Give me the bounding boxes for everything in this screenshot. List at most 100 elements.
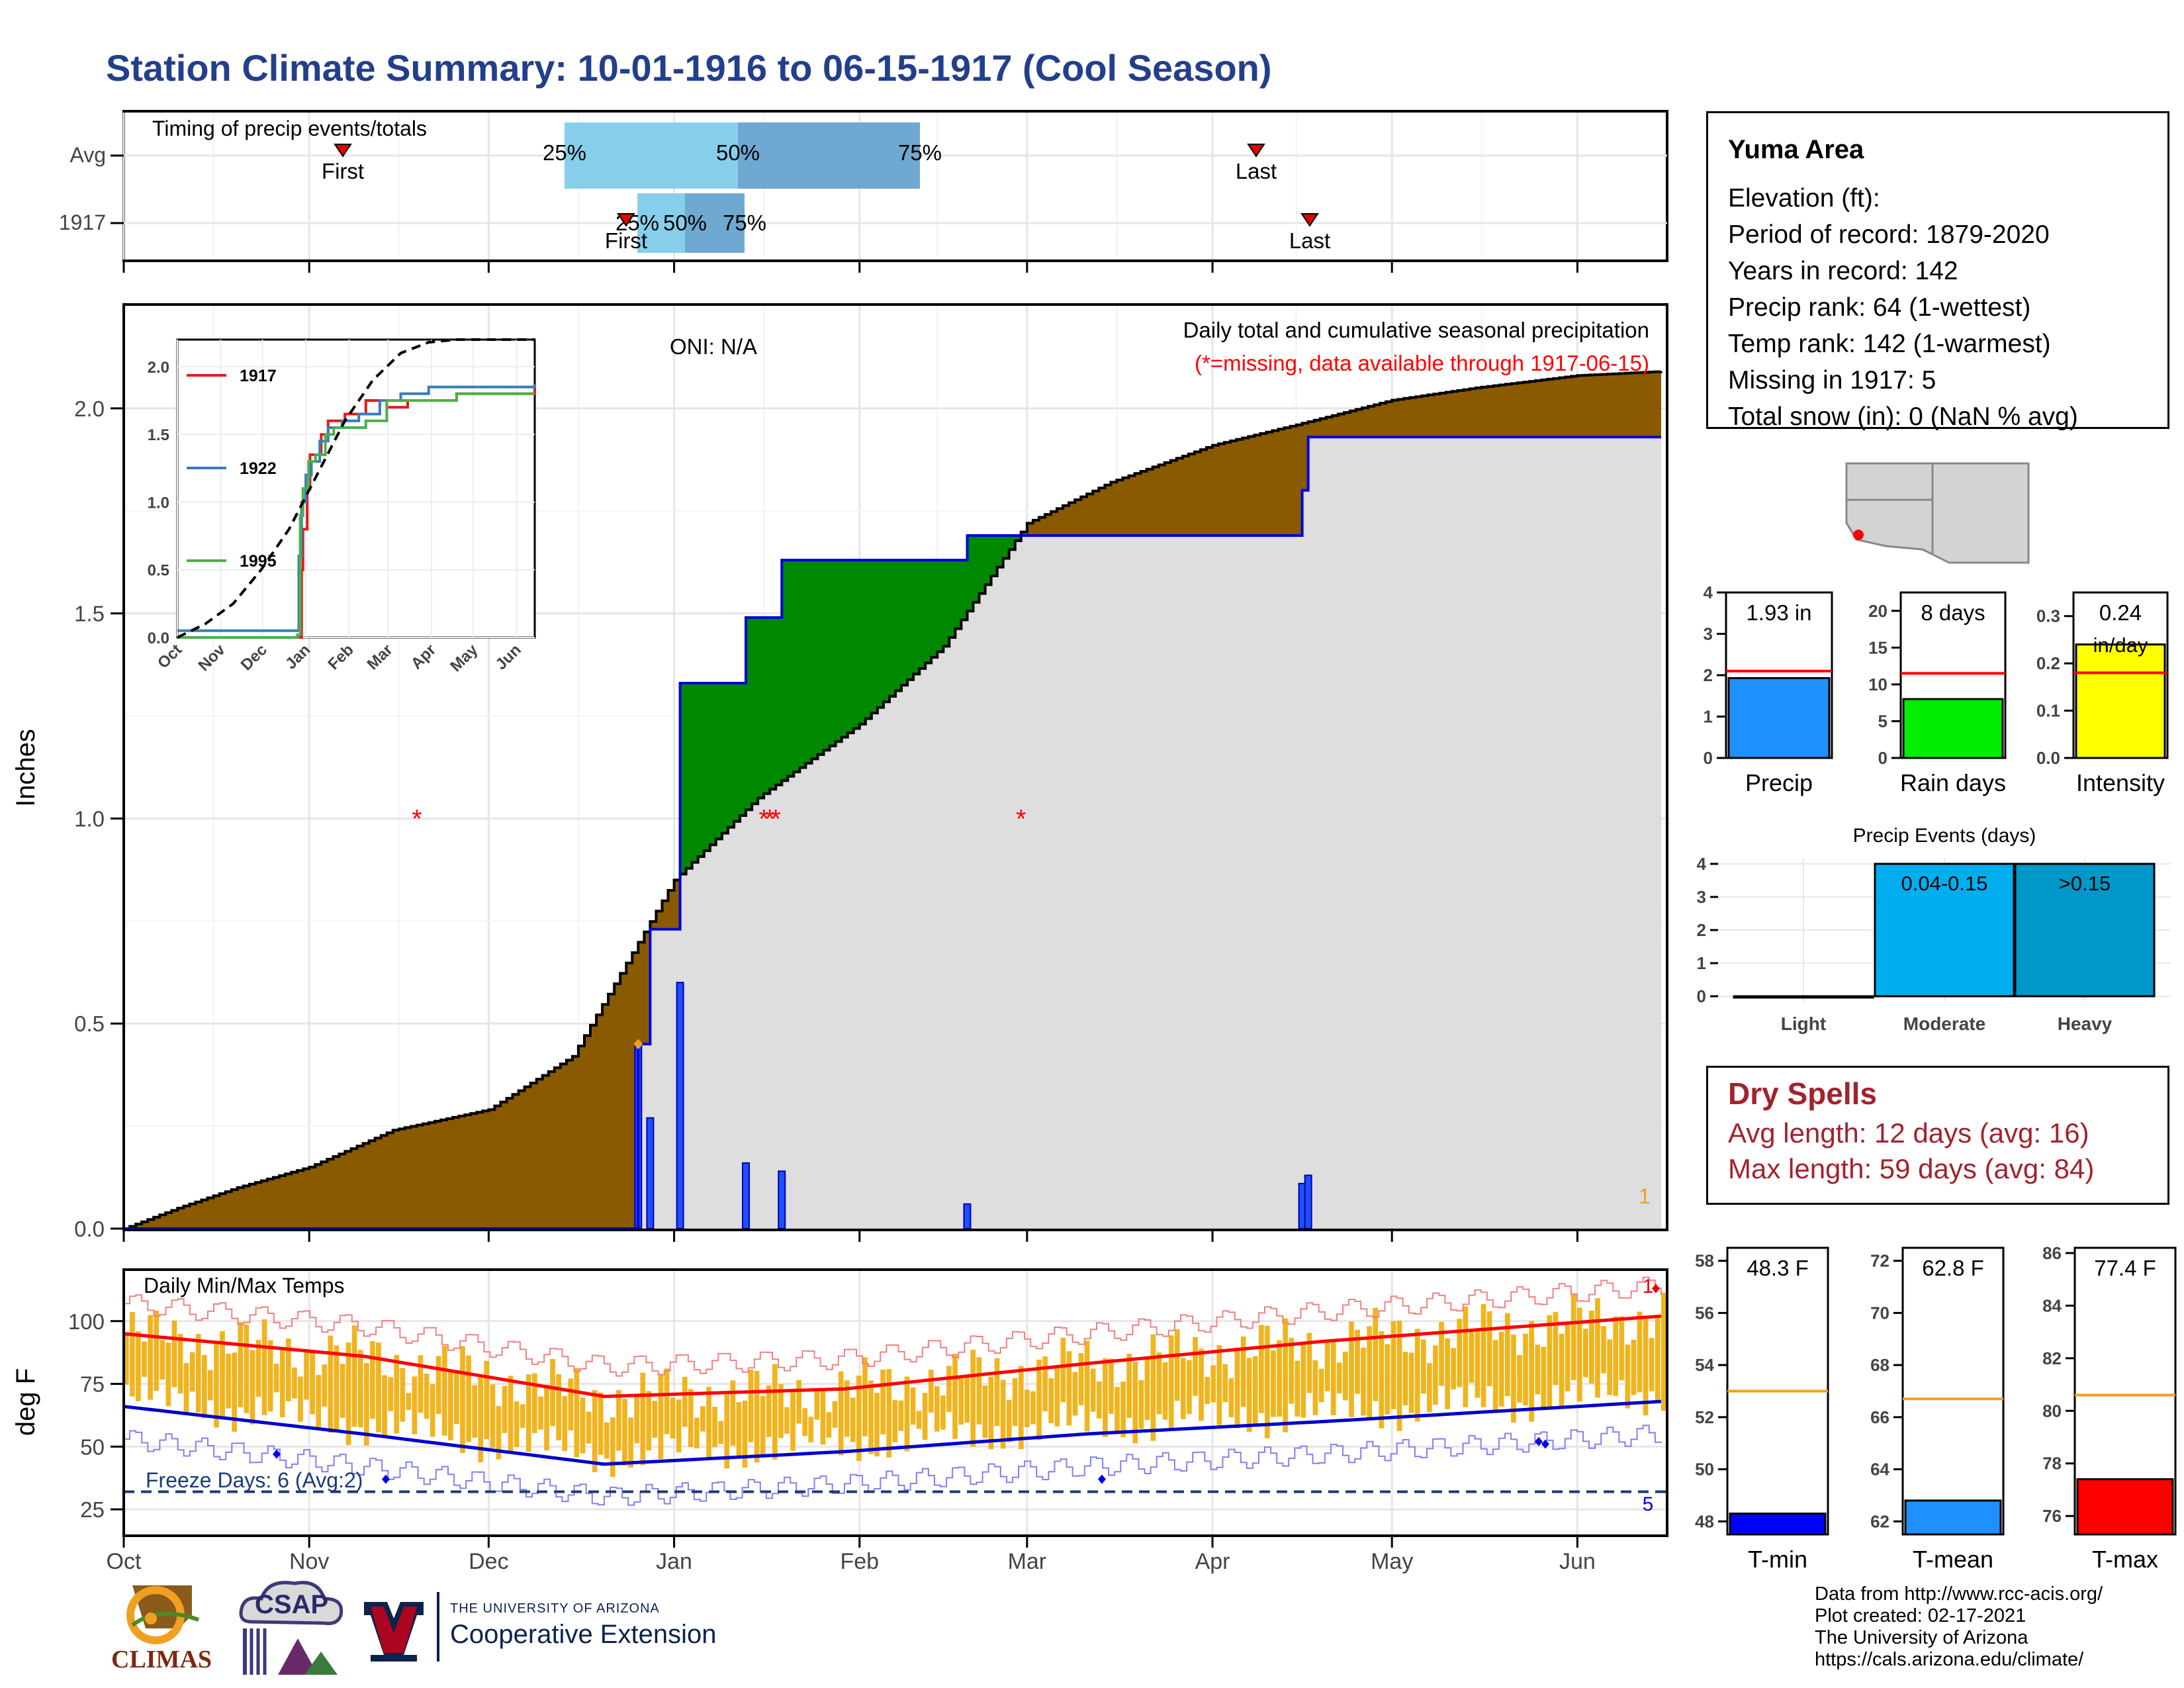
daily-temp-bar xyxy=(1054,1365,1060,1427)
daily-temp-bar xyxy=(1174,1329,1180,1401)
station-line-snow: Total snow (in): 0 (NaN % avg) xyxy=(1728,402,2078,431)
daily-temp-bar xyxy=(388,1377,393,1411)
daily-temp-bar xyxy=(748,1370,754,1442)
max-count-label: 1 xyxy=(1639,1184,1651,1208)
temp-bar-1-tick-label: 64 xyxy=(1870,1460,1889,1479)
daily-temp-bar xyxy=(1156,1352,1162,1415)
temp-bar-0-tick-label: 54 xyxy=(1695,1355,1714,1375)
daily-temp-bar xyxy=(1078,1353,1084,1405)
daily-temp-bar xyxy=(1390,1321,1396,1409)
daily-temp-bar xyxy=(718,1421,723,1444)
ua-cooperative-extension-logo: THE UNIVERSITY OF ARIZONA Cooperative Ex… xyxy=(357,1592,754,1665)
temp-bar-0-tick-label: 48 xyxy=(1695,1511,1714,1531)
daily-temp-bar xyxy=(1565,1321,1570,1391)
daily-temp-bar xyxy=(934,1386,940,1432)
avg-min-temp-line xyxy=(123,1399,1662,1466)
daily-temp-bar xyxy=(1271,1350,1276,1417)
avg-max-temp-line xyxy=(123,1314,1662,1399)
daily-temp-bar xyxy=(1661,1292,1666,1411)
credit-line: Plot created: 02-17-2021 xyxy=(1815,1605,2026,1626)
daily-temp-bar xyxy=(448,1371,453,1440)
first-event-marker xyxy=(633,1039,643,1050)
precip-events-bar-label: >0.15 xyxy=(2059,872,2111,895)
daily-temp-bar xyxy=(382,1375,387,1436)
freeze-days-label: Freeze Days: 6 (Avg:2) xyxy=(146,1468,363,1492)
daily-temp-bar xyxy=(232,1352,237,1432)
timing-1917-first-label: First xyxy=(605,228,647,253)
daily-temp-bar xyxy=(292,1367,297,1399)
timing-1917-box-25-50 xyxy=(637,193,685,253)
daily-temp-bar xyxy=(1367,1326,1372,1419)
daily-temp-bar xyxy=(1421,1339,1426,1394)
daily-temp-bar xyxy=(544,1384,549,1451)
timing-1917-last-label: Last xyxy=(1289,228,1330,253)
daily-temp-bar xyxy=(130,1312,135,1397)
daily-temp-bar xyxy=(574,1368,580,1458)
temp-bar-1-bar xyxy=(1904,1499,2002,1536)
daily-temp-bar xyxy=(1511,1335,1516,1423)
timing-avg-p75: 75% xyxy=(898,140,942,165)
daily-temp-bar xyxy=(532,1373,537,1433)
daily-temp-bar xyxy=(1144,1358,1150,1421)
inset-legend-label: 1922 xyxy=(240,459,277,478)
daily-temp-bar xyxy=(1259,1325,1264,1413)
missing-marker: * xyxy=(1016,804,1026,833)
daily-temp-bar xyxy=(670,1397,676,1439)
daily-temp-bar xyxy=(1445,1338,1450,1409)
daily-temp-bar xyxy=(772,1364,778,1460)
daily-temp-bar xyxy=(202,1354,207,1419)
daily-temp-bar xyxy=(682,1376,688,1427)
precip-events-bar xyxy=(1733,995,1874,999)
daily-precip-bar xyxy=(742,1162,751,1229)
daily-temp-bar xyxy=(1343,1351,1348,1401)
dry-spells-title: Dry Spells xyxy=(1728,1076,1877,1111)
precip-tick-label: 0 xyxy=(1704,748,1713,768)
daily-temp-bar xyxy=(1210,1365,1216,1403)
daily-temp-bar xyxy=(1559,1334,1565,1407)
daily-temp-bar xyxy=(238,1322,244,1407)
daily-temp-bar xyxy=(1036,1360,1042,1440)
credit-line: Data from http://www.rcc-acis.org/ xyxy=(1815,1583,2103,1605)
inset-y-tick-label: 1.0 xyxy=(148,494,169,512)
inset-average-line xyxy=(177,338,535,639)
rain-days-label: Rain days xyxy=(1900,769,2006,796)
rain-days-tick-label: 0 xyxy=(1878,748,1888,768)
climas-logo: CLIMAS xyxy=(106,1579,218,1678)
daily-temp-bar xyxy=(1547,1315,1553,1409)
daily-temp-bar xyxy=(460,1346,465,1453)
precip-tick-label: 2 xyxy=(1704,665,1713,685)
daily-temp-bar xyxy=(976,1357,982,1425)
daily-temp-bar xyxy=(1120,1382,1126,1437)
daily-temp-bar xyxy=(742,1400,748,1468)
timing-avg-first-marker xyxy=(334,144,352,158)
temp-bar-2-bar xyxy=(2076,1478,2174,1536)
timing-1917-first-marker xyxy=(617,213,635,227)
daily-temp-bar xyxy=(430,1384,435,1437)
daily-temp-bar xyxy=(736,1402,742,1457)
intensity-bar xyxy=(2075,643,2166,759)
daily-temp-bar xyxy=(418,1355,424,1413)
daily-temp-bar xyxy=(328,1335,334,1433)
daily-temp-bar xyxy=(526,1374,531,1452)
daily-temp-bar xyxy=(604,1422,610,1459)
daily-temp-bar xyxy=(844,1380,850,1437)
daily-temp-bar xyxy=(1312,1360,1318,1415)
timing-avg-box-50-75 xyxy=(738,122,920,189)
daily-temp-bar xyxy=(802,1408,808,1436)
ua-big-text: Cooperative Extension xyxy=(450,1620,717,1649)
daily-temp-bar xyxy=(220,1331,225,1417)
y-tick-label: 100 xyxy=(68,1309,105,1334)
daily-temp-bar xyxy=(868,1380,874,1454)
daily-temp-bar xyxy=(1199,1348,1204,1421)
daily-temp-bar xyxy=(1289,1338,1294,1404)
temp-bar-0-tick-label: 52 xyxy=(1695,1407,1714,1427)
daily-temp-bar xyxy=(1576,1307,1582,1402)
daily-temp-bar xyxy=(658,1374,664,1460)
timing-avg-p50: 50% xyxy=(716,140,760,165)
ua-small-text: THE UNIVERSITY OF ARIZONA xyxy=(450,1601,660,1616)
freeze-day-marker xyxy=(1541,1439,1549,1449)
csap-logo: CSAP xyxy=(232,1575,351,1681)
daily-temp-bar xyxy=(1126,1354,1132,1418)
rain-days-value: 8 days xyxy=(1921,600,1985,625)
daily-temp-bar xyxy=(1228,1378,1234,1417)
